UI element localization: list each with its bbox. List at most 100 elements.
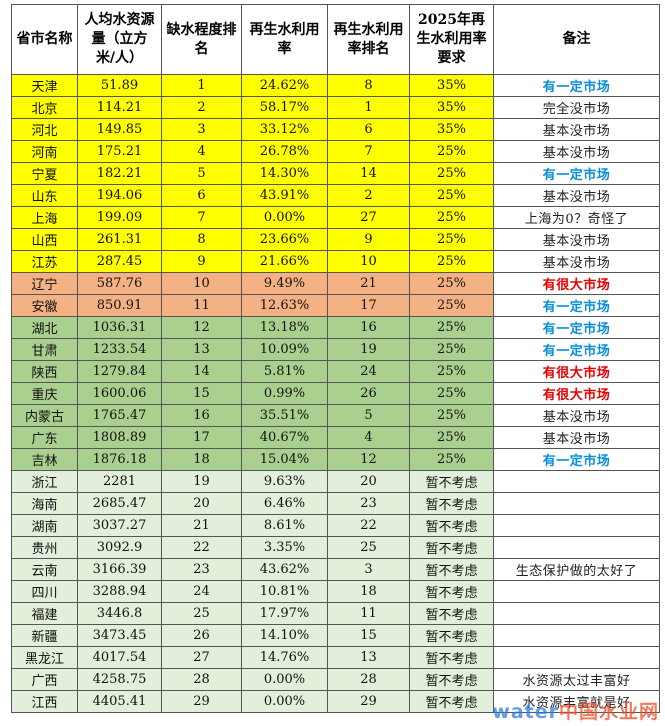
cell-shortage-rank: 4 [161,140,242,163]
cell-water-per-capita: 261.31 [77,228,162,251]
cell-2025-requirement: 25% [409,404,494,427]
cell-2025-requirement: 暂不考虑 [409,690,494,713]
cell-remark: 有一定市场 [493,162,660,185]
cell-remark [493,624,660,647]
cell-province: 贵州 [11,536,78,559]
cell-reuse-rate: 5.81% [241,360,328,383]
cell-shortage-rank: 23 [161,558,242,581]
cell-2025-requirement: 35% [409,96,494,119]
cell-reuse-rate-rank: 8 [327,74,410,97]
cell-shortage-rank: 22 [161,536,242,559]
table-row: 四川 3288.94 24 10.81% 18 暂不考虑 [11,580,660,603]
cell-reuse-rate: 3.35% [241,536,328,559]
cell-shortage-rank: 29 [161,690,242,713]
cell-shortage-rank: 20 [161,492,242,515]
cell-reuse-rate-rank: 1 [327,96,410,119]
cell-remark: 水资源丰富就是好 [493,690,660,713]
cell-province: 江西 [11,690,78,713]
cell-water-per-capita: 3473.45 [77,624,162,647]
cell-2025-requirement: 暂不考虑 [409,624,494,647]
cell-reuse-rate-rank: 9 [327,228,410,251]
cell-shortage-rank: 15 [161,382,242,405]
cell-remark: 有一定市场 [493,316,660,339]
table-row: 内蒙古 1765.47 16 35.51% 5 25% 基本没市场 [11,404,660,427]
cell-2025-requirement: 暂不考虑 [409,470,494,493]
cell-province: 湖南 [11,514,78,537]
cell-reuse-rate: 15.04% [241,448,328,471]
cell-reuse-rate-rank: 26 [327,382,410,405]
cell-shortage-rank: 26 [161,624,242,647]
header-province: 省市名称 [11,4,78,75]
cell-2025-requirement: 25% [409,316,494,339]
table-row: 贵州 3092.9 22 3.35% 25 暂不考虑 [11,536,660,559]
table-row: 湖北 1036.31 12 13.18% 16 25% 有一定市场 [11,316,660,339]
cell-province: 安徽 [11,294,78,317]
cell-province: 甘肃 [11,338,78,361]
cell-remark [493,514,660,537]
cell-shortage-rank: 28 [161,668,242,691]
cell-province: 天津 [11,74,78,97]
table-row: 北京 114.21 2 58.17% 1 35% 完全没市场 [11,96,660,119]
table-row: 安徽 850.91 11 12.63% 17 25% 有一定市场 [11,294,660,317]
cell-shortage-rank: 18 [161,448,242,471]
cell-remark: 基本没市场 [493,404,660,427]
cell-water-per-capita: 182.21 [77,162,162,185]
cell-water-per-capita: 2685.47 [77,492,162,515]
cell-remark [493,580,660,603]
cell-reuse-rate: 8.61% [241,514,328,537]
cell-2025-requirement: 暂不考虑 [409,580,494,603]
table-row: 黑龙江 4017.54 27 14.76% 13 暂不考虑 [11,646,660,669]
cell-reuse-rate-rank: 22 [327,514,410,537]
cell-2025-requirement: 35% [409,118,494,141]
cell-reuse-rate-rank: 11 [327,602,410,625]
cell-province: 内蒙古 [11,404,78,427]
cell-water-per-capita: 3037.27 [77,514,162,537]
table-row: 山东 194.06 6 43.91% 2 25% 基本没市场 [11,184,660,207]
cell-reuse-rate: 26.78% [241,140,328,163]
cell-province: 山东 [11,184,78,207]
cell-water-per-capita: 199.09 [77,206,162,229]
cell-2025-requirement: 暂不考虑 [409,492,494,515]
cell-2025-requirement: 25% [409,272,494,295]
cell-shortage-rank: 8 [161,228,242,251]
cell-remark: 有很大市场 [493,272,660,295]
cell-2025-requirement: 25% [409,382,494,405]
cell-province: 上海 [11,206,78,229]
cell-remark: 上海为0？奇怪了 [493,206,660,229]
cell-remark: 水资源太过丰富好 [493,668,660,691]
table-row: 重庆 1600.06 15 0.99% 26 25% 有很大市场 [11,382,660,405]
cell-remark: 基本没市场 [493,118,660,141]
cell-reuse-rate-rank: 17 [327,294,410,317]
cell-reuse-rate-rank: 28 [327,668,410,691]
cell-reuse-rate-rank: 24 [327,360,410,383]
cell-2025-requirement: 25% [409,162,494,185]
cell-water-per-capita: 175.21 [77,140,162,163]
cell-reuse-rate: 13.18% [241,316,328,339]
cell-province: 辽宁 [11,272,78,295]
cell-province: 河南 [11,140,78,163]
cell-reuse-rate-rank: 3 [327,558,410,581]
cell-reuse-rate: 33.12% [241,118,328,141]
cell-reuse-rate-rank: 19 [327,338,410,361]
cell-water-per-capita: 3092.9 [77,536,162,559]
table-row: 宁夏 182.21 5 14.30% 14 25% 有一定市场 [11,162,660,185]
cell-remark: 有很大市场 [493,382,660,405]
cell-remark [493,646,660,669]
cell-reuse-rate: 10.81% [241,580,328,603]
cell-province: 山西 [11,228,78,251]
cell-remark: 基本没市场 [493,250,660,273]
cell-water-per-capita: 114.21 [77,96,162,119]
cell-shortage-rank: 19 [161,470,242,493]
cell-shortage-rank: 2 [161,96,242,119]
cell-remark [493,536,660,559]
cell-water-per-capita: 287.45 [77,250,162,273]
cell-remark: 生态保护做的太好了 [493,558,660,581]
cell-province: 重庆 [11,382,78,405]
cell-reuse-rate: 9.63% [241,470,328,493]
header-remark: 备注 [493,4,660,75]
table-row: 江西 4405.41 29 0.00% 29 暂不考虑 水资源丰富就是好 [11,690,660,713]
cell-water-per-capita: 2281 [77,470,162,493]
cell-water-per-capita: 1279.84 [77,360,162,383]
cell-reuse-rate-rank: 5 [327,404,410,427]
cell-2025-requirement: 25% [409,206,494,229]
